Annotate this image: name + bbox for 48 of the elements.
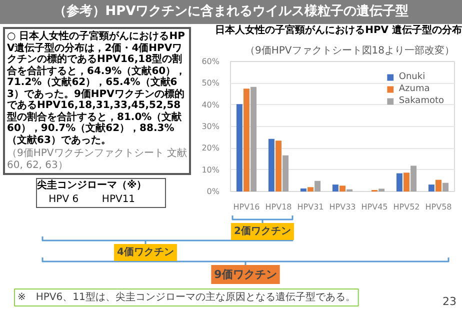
text: 23	[442, 295, 457, 308]
x-tick-label: HPV31	[297, 202, 324, 212]
y-tick-label: 50%	[202, 78, 220, 88]
x-tick-label: HPV33	[329, 202, 356, 212]
text: （9価HPVワクチンファクトシート 文献60, 62, 63）	[7, 148, 187, 171]
y-tick-label: 0%	[206, 187, 220, 196]
bar	[378, 188, 385, 192]
bar	[436, 180, 442, 192]
legend-label: Azuma	[398, 83, 430, 95]
legend-label: Onuki	[398, 71, 426, 83]
bar	[276, 140, 282, 192]
text: （参考）HPVワクチンに含まれるウイルス様粒子の遺伝子型	[53, 3, 409, 21]
x-tick-label: HPV45	[361, 202, 388, 212]
x-tick-label: HPV52	[393, 202, 420, 212]
bar	[308, 187, 314, 192]
x-tick-label: HPV58	[425, 202, 452, 212]
text: 9価ワクチン	[214, 268, 277, 281]
legend-label: Sakamoto	[398, 95, 444, 107]
text: 尖圭コンジローマ（※）	[37, 179, 147, 193]
y-tick-label: 30%	[202, 122, 220, 131]
bar	[314, 180, 321, 192]
bar	[332, 184, 338, 192]
bar	[340, 186, 346, 192]
bar	[300, 188, 306, 192]
bar	[236, 104, 242, 192]
text: ○ 日本人女性の子宮頸がんにおけるHPV遺伝子型の分布は，2価・4価HPVワクチンの標的であるHPV16,18型の割合を合計すると，64.9%（文献60），71.2%（文献62），65.4%（文献63）であった。9価HPVワクチンの標的であるHPV16,18,31,33,45,52,58型の割合を合計すると，81.0%（文献60），90.7%（文献62），88.3%（文献63）であった。	[7, 31, 186, 146]
text: 4価ワクチン	[117, 246, 174, 258]
bar	[282, 155, 289, 192]
y-tick-label: 10%	[202, 165, 220, 174]
y-tick-label: 20%	[202, 144, 220, 153]
bar	[404, 172, 410, 192]
text: HPV11	[102, 193, 136, 206]
bar	[244, 88, 250, 192]
text: ※ HPV6、11型は、尖圭コンジローマの主な原因となる遺伝子型である。	[18, 291, 356, 303]
bar	[268, 138, 274, 192]
x-tick-label: HPV18	[265, 202, 292, 212]
chart-subtitle: （9価HPVファクトシート図18より一部改変）	[245, 44, 455, 56]
bar	[410, 166, 417, 192]
text: HPV 6	[48, 193, 79, 206]
bar	[442, 182, 449, 192]
text: 2価ワクチン	[234, 225, 291, 237]
bar	[250, 86, 257, 192]
bar	[396, 173, 402, 192]
y-tick-label: 40%	[202, 100, 220, 110]
bar	[428, 184, 434, 192]
y-tick-label: 60%	[202, 57, 220, 66]
chart-title: 日本人女性の子宮頸がんにおけるHPV 遺伝子型の分布	[215, 24, 462, 38]
x-tick-label: HPV16	[233, 202, 260, 212]
